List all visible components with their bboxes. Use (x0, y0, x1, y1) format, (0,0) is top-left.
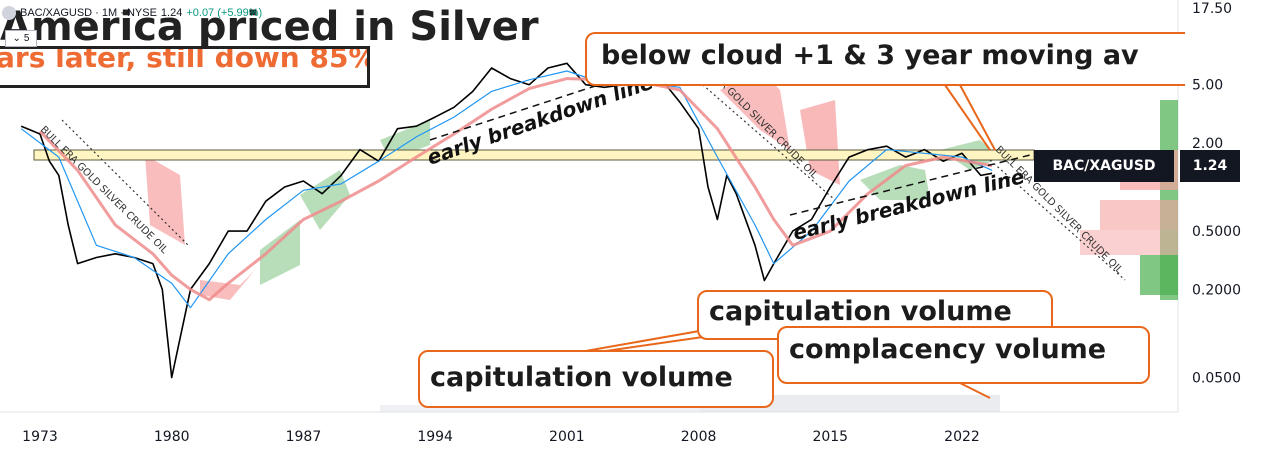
cloud-bear-3 (720, 70, 840, 185)
price-axis[interactable]: 17.50 5.00 2.00 0.5000 0.2000 0.0500 (1192, 1, 1241, 387)
callout-complacency: complacency volume (777, 326, 1150, 384)
x-tick-label: 2022 (944, 429, 980, 445)
callout-capitulation-2: capitulation volume (418, 350, 774, 408)
callout-capitulation-1-text: capitulation volume (709, 296, 1012, 327)
symbol-line: BAC/XAGUSD · 1M · NYSE (20, 7, 157, 19)
series-layer (20, 62, 993, 379)
x-tick-label: 1987 (286, 429, 322, 445)
callout-pointer-below-cloud (944, 84, 991, 151)
bull-era-line-3 (989, 159, 1126, 281)
chevron-down-icon: ⌄ (12, 33, 21, 44)
subtitle-text: ars later, still down 85% (0, 46, 370, 74)
symbol-logo-icon (2, 6, 16, 20)
series-line-1 (20, 70, 993, 309)
x-tick-label: 2015 (812, 429, 848, 445)
y-tick-label: 0.2000 (1192, 282, 1241, 298)
time-axis[interactable]: 1973 1980 1987 1994 2001 2008 2015 2022 (22, 429, 980, 445)
callout-below-cloud-text: below cloud +1 & 3 year moving av (601, 40, 1139, 71)
x-tick-label: 1973 (22, 429, 58, 445)
callout-capitulation-2-text: capitulation volume (430, 362, 733, 393)
series-line-0 (20, 62, 993, 379)
volume-bars (380, 395, 1000, 412)
y-tick-label: 17.50 (1192, 1, 1232, 17)
callout-below-cloud: below cloud +1 & 3 year moving av (585, 32, 1185, 86)
breakdown-line-1 (429, 54, 691, 141)
interval-selector[interactable]: ⌄ 5 (5, 30, 37, 47)
last-price: 1.24 (160, 7, 183, 19)
callout-pointer-complacency (959, 382, 991, 399)
y-tick-label: 0.5000 (1192, 224, 1241, 240)
interval-value: 5 (23, 33, 30, 44)
x-tick-label: 1994 (417, 429, 453, 445)
breakdown-line-2 (789, 154, 1031, 216)
x-tick-label: 2001 (549, 429, 585, 445)
price-tag-symbol: BAC/XAGUSD (1034, 150, 1174, 182)
chart-title: America priced in Silver (0, 4, 539, 50)
y-tick-label: 2.00 (1192, 136, 1223, 152)
subtitle-box: ars later, still down 85% (0, 46, 370, 88)
price-tag-value: 1.24 (1180, 150, 1240, 182)
callout-pointer-below-cloud-2 (959, 84, 996, 151)
callout-pointer-capitulation (579, 329, 706, 353)
series-line-2 (38, 77, 993, 302)
x-tick-label: 2008 (681, 429, 717, 445)
symbol-legend[interactable]: BAC/XAGUSD · 1M · NYSE 1.24 +0.07 (+5.99… (2, 6, 262, 20)
y-tick-label: 0.0500 (1192, 371, 1241, 387)
x-tick-label: 1980 (154, 429, 190, 445)
callout-complacency-text: complacency volume (789, 334, 1107, 365)
y-tick-label: 5.00 (1192, 78, 1223, 94)
price-change: +0.07 (+5.99%) (186, 7, 263, 19)
cloud-bear-1 (145, 155, 185, 245)
bull-era-line-2 (679, 64, 836, 201)
